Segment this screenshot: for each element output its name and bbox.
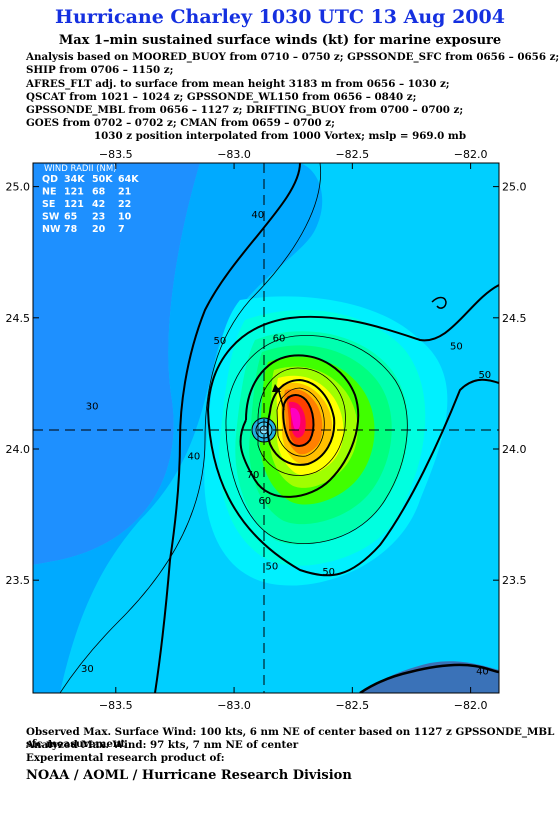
contour-thin: [59, 163, 322, 693]
analysis-line: QSCAT from 1021 – 1024 z; GPSSONDE_WL150…: [26, 90, 417, 103]
analysis-line: GPSSONDE_MBL from 0656 – 1127 z; DRIFTIN…: [26, 104, 464, 117]
contour-label: 60: [273, 333, 286, 344]
contour-label: 40: [187, 451, 200, 462]
contour-label: 40: [251, 210, 264, 221]
x-tick-label: −82.5: [335, 699, 369, 710]
contour-label: 30: [86, 402, 99, 413]
island-marker: [431, 296, 447, 309]
chart-subtitle: Max 1–min sustained surface winds (kt) f…: [58, 33, 502, 48]
contour-label: 60: [258, 496, 271, 507]
x-tick-label: −83.5: [99, 148, 133, 161]
wind-zone-95: [290, 407, 301, 431]
x-tick-label: −83.5: [99, 699, 133, 710]
experimental-note: Experimental research product of:: [26, 752, 225, 764]
contour-60: [239, 354, 360, 498]
y-tick-label: 24.5: [6, 312, 31, 325]
contour-label: 50: [214, 336, 227, 347]
analysis-line: GOES from 0702 – 0702 z; CMAN from 0659 …: [26, 117, 335, 130]
wind-radii-title: WIND RADII (NM): [44, 164, 116, 174]
contour-label: 50: [478, 370, 491, 381]
observed-max-wind: Observed Max. Surface Wind: 100 kts, 6 n…: [26, 726, 555, 750]
y-tick-label: 24.0: [6, 443, 31, 456]
x-tick-label: −83.0: [217, 699, 251, 710]
analysis-line: AFRES_FLT adj. to surface from mean heig…: [26, 77, 450, 90]
contour-70: [266, 378, 336, 466]
wind-radii-cell: 78: [64, 224, 78, 235]
wind-radii-cell: 22: [118, 199, 131, 210]
contour-label: 30: [81, 664, 94, 675]
analysis-line: SHIP from 0706 – 1150 z;: [26, 64, 174, 77]
contour-thin: [276, 387, 325, 457]
organization-name: NOAA / AOML / Hurricane Research Divisio…: [26, 768, 352, 783]
wind-radii-header: 64K: [118, 174, 139, 185]
wind-radii-header: 34K: [64, 174, 85, 185]
contour-label: 70: [247, 470, 260, 481]
wind-radii-cell: 65: [64, 212, 77, 223]
contour-label: 50: [266, 562, 279, 573]
wind-radii-cell: 68: [92, 187, 106, 198]
motion-arrowhead: [272, 384, 281, 392]
wind-radii-table: WIND RADII (NM) QD 34K 50K 64K NE 121 68 21 SE 12…: [42, 164, 139, 235]
coastline: [359, 663, 499, 693]
chart-title: Hurricane Charley 1030 UTC 13 Aug 2004: [55, 6, 505, 28]
wind-radii-cell: 121: [64, 199, 84, 210]
wind-radii-cell: 121: [64, 187, 84, 198]
wind-radii-cell: 23: [92, 212, 105, 223]
y-tick-label: 23.5: [502, 574, 527, 587]
wind-zone-25: [33, 163, 323, 693]
x-tick-label: −82.0: [454, 699, 488, 710]
y-tick-label: 25.0: [502, 181, 527, 194]
analysis-line: Analysis based on MOORED_BUOY from 0710 …: [26, 51, 560, 63]
analyzed-max-wind: Analyzed Max. Wind: 97 kts, 7 nm NE of c…: [26, 739, 299, 751]
wind-radii-cell: 7: [118, 224, 125, 235]
x-tick-label: −82.0: [454, 148, 488, 161]
interpolation-note: 1030 z position interpolated from 1000 V…: [93, 130, 467, 142]
plot-frame: [32, 162, 500, 694]
y-tick-label: 25.0: [6, 181, 31, 194]
wind-radii-cell: 42: [92, 199, 105, 210]
wind-zone-20: [33, 163, 200, 565]
analysis-sources: Analysis based on MOORED_BUOY from 0710 …: [26, 51, 560, 131]
wind-radii-header: 50K: [92, 174, 113, 185]
wind-radii-cell: 20: [92, 224, 106, 235]
wind-radii-cell: 21: [118, 187, 131, 198]
contour-label: 50: [450, 341, 463, 352]
contour-50: [207, 284, 499, 577]
wind-radii-cell: NW: [42, 224, 61, 235]
contour-label: 50: [322, 567, 335, 578]
contour-label: 40: [476, 667, 489, 678]
y-tick-label: 23.5: [6, 574, 31, 587]
contour-80: [282, 394, 315, 447]
contour-thin: [257, 367, 346, 476]
wind-radii-cell: 10: [118, 212, 132, 223]
contour-thin: [225, 335, 408, 544]
wind-zone-land: [360, 661, 499, 693]
x-tick-label: −83.0: [217, 148, 251, 161]
x-tick-label: −82.5: [335, 148, 369, 161]
wind-radii-cell: SE: [42, 199, 55, 210]
wind-radii-cell: SW: [42, 212, 60, 223]
wind-radii-header: QD: [42, 174, 58, 185]
y-tick-label: 24.0: [502, 443, 527, 456]
wind-radii-cell: NE: [42, 187, 56, 198]
wind-field-map: 30 40 40 50 50 50 50 50 60 60 70 40 30 WIND RADII (N…: [6, 148, 527, 710]
y-tick-label: 24.5: [502, 312, 527, 325]
contour-40: [154, 163, 301, 693]
